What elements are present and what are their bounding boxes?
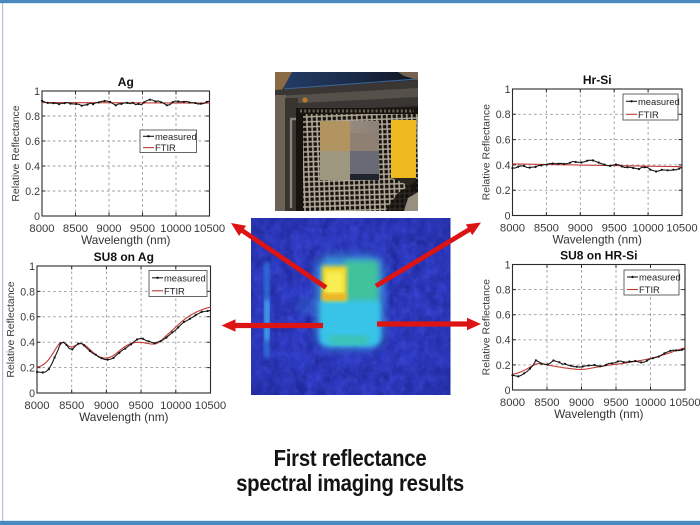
svg-text:SU8 on Ag: SU8 on Ag <box>94 250 154 264</box>
svg-text:1: 1 <box>34 86 40 98</box>
svg-text:1: 1 <box>505 259 511 271</box>
svg-text:10500: 10500 <box>666 223 697 235</box>
svg-text:FTIR: FTIR <box>639 284 660 295</box>
svg-text:8000: 8000 <box>29 223 54 235</box>
svg-text:8500: 8500 <box>59 400 84 412</box>
svg-text:0.4: 0.4 <box>496 335 511 347</box>
svg-text:8500: 8500 <box>534 223 559 235</box>
svg-text:9500: 9500 <box>602 223 627 235</box>
svg-text:9000: 9000 <box>94 400 119 412</box>
svg-text:measured: measured <box>639 272 681 283</box>
svg-text:0.6: 0.6 <box>25 136 40 148</box>
svg-text:0.8: 0.8 <box>496 285 511 297</box>
svg-text:10000: 10000 <box>635 397 666 409</box>
svg-text:Relative Reflectance: Relative Reflectance <box>481 104 493 200</box>
svg-text:Wavelength (nm): Wavelength (nm) <box>554 407 643 421</box>
svg-text:9000: 9000 <box>568 223 593 235</box>
svg-text:SU8 on HR-Si: SU8 on HR-Si <box>560 249 637 263</box>
svg-text:10000: 10000 <box>160 223 191 235</box>
svg-text:Relative Reflectance: Relative Reflectance <box>481 279 493 375</box>
svg-text:0.4: 0.4 <box>496 160 511 172</box>
svg-text:0: 0 <box>34 211 40 223</box>
svg-text:9500: 9500 <box>130 223 155 235</box>
svg-text:FTIR: FTIR <box>638 109 659 120</box>
svg-text:8500: 8500 <box>63 223 88 235</box>
svg-text:Relative Reflectance: Relative Reflectance <box>10 105 22 201</box>
svg-text:10500: 10500 <box>194 223 225 235</box>
svg-text:9500: 9500 <box>603 397 628 409</box>
svg-text:1: 1 <box>29 261 35 273</box>
svg-text:Wavelength (nm): Wavelength (nm) <box>81 233 170 247</box>
svg-text:Hr-Si: Hr-Si <box>583 73 612 87</box>
svg-text:0.4: 0.4 <box>20 337 35 349</box>
svg-text:0.8: 0.8 <box>496 109 511 121</box>
svg-text:Wavelength (nm): Wavelength (nm) <box>553 233 642 247</box>
svg-text:0.2: 0.2 <box>496 185 511 197</box>
svg-text:Relative Reflectance: Relative Reflectance <box>5 281 17 377</box>
svg-text:0: 0 <box>29 388 35 400</box>
svg-text:0.8: 0.8 <box>25 111 40 123</box>
svg-text:measured: measured <box>164 272 206 283</box>
svg-text:0.6: 0.6 <box>20 312 35 324</box>
svg-text:8500: 8500 <box>534 397 559 409</box>
svg-text:0: 0 <box>505 385 511 397</box>
svg-text:10000: 10000 <box>632 223 663 235</box>
svg-text:8000: 8000 <box>500 223 525 235</box>
svg-text:9500: 9500 <box>129 400 154 412</box>
svg-text:measured: measured <box>155 131 197 142</box>
svg-text:0.2: 0.2 <box>20 363 35 375</box>
svg-text:0.6: 0.6 <box>496 135 511 147</box>
svg-text:9000: 9000 <box>96 223 121 235</box>
svg-text:8000: 8000 <box>500 397 525 409</box>
svg-text:measured: measured <box>638 96 680 107</box>
svg-text:Wavelength (nm): Wavelength (nm) <box>79 410 168 424</box>
svg-text:10000: 10000 <box>160 400 191 412</box>
svg-text:0.6: 0.6 <box>496 310 511 322</box>
svg-text:FTIR: FTIR <box>155 142 176 153</box>
svg-text:0.8: 0.8 <box>20 286 35 298</box>
svg-text:FTIR: FTIR <box>164 285 185 296</box>
svg-text:1: 1 <box>505 84 511 96</box>
svg-text:0.2: 0.2 <box>496 360 511 372</box>
svg-text:10500: 10500 <box>669 397 700 409</box>
svg-text:10500: 10500 <box>195 400 226 412</box>
svg-text:9000: 9000 <box>569 397 594 409</box>
svg-text:0: 0 <box>505 210 511 222</box>
svg-text:0.2: 0.2 <box>25 186 40 198</box>
svg-text:Ag: Ag <box>118 75 134 89</box>
svg-text:8000: 8000 <box>24 400 49 412</box>
svg-text:0.4: 0.4 <box>25 161 40 173</box>
